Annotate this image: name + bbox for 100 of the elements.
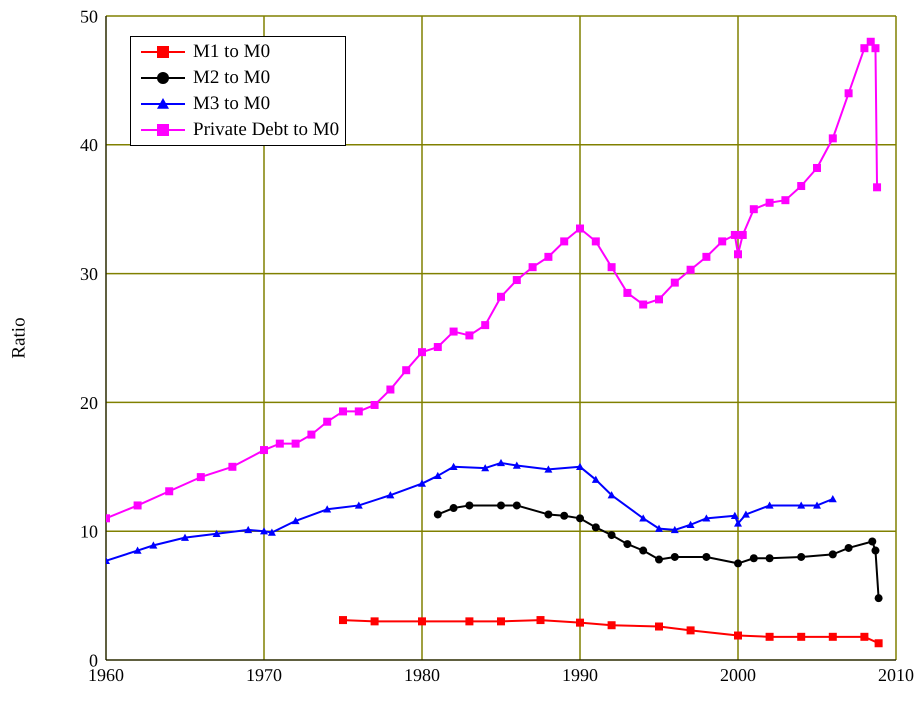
point [465, 617, 474, 626]
point [465, 501, 474, 510]
point [481, 464, 490, 472]
point [734, 632, 742, 640]
point [370, 400, 379, 409]
point [655, 622, 663, 631]
point [813, 164, 821, 172]
point [323, 505, 332, 513]
point [670, 552, 679, 561]
point [670, 278, 679, 287]
point [592, 476, 600, 483]
point [339, 407, 347, 416]
legend-label: M3 to M0 [193, 93, 270, 115]
point [149, 541, 158, 549]
point [655, 556, 663, 564]
point [497, 292, 505, 301]
point [655, 524, 663, 532]
point [536, 616, 544, 624]
point [734, 559, 742, 568]
point [873, 183, 882, 192]
point [434, 472, 442, 480]
point [797, 182, 806, 190]
point [813, 501, 821, 509]
point [450, 328, 458, 336]
point [576, 514, 584, 522]
point [276, 440, 284, 448]
point [512, 501, 521, 510]
point [781, 196, 790, 204]
point [544, 465, 552, 473]
point [844, 89, 853, 98]
y-tick-label: 10 [80, 522, 98, 542]
point [434, 343, 442, 352]
point [608, 531, 616, 540]
point [702, 552, 710, 561]
point [866, 38, 875, 46]
point [370, 617, 379, 626]
point [750, 205, 758, 214]
point [576, 462, 584, 470]
point [465, 331, 474, 340]
point [871, 44, 880, 52]
point [268, 528, 276, 536]
point [544, 510, 552, 518]
point [307, 430, 316, 439]
x-tick-label: 1980 [404, 664, 440, 685]
point [702, 514, 710, 522]
point [742, 510, 750, 518]
point [576, 618, 584, 627]
point [592, 237, 600, 246]
point [608, 263, 616, 272]
point [608, 621, 616, 630]
x-tick-label: 1990 [562, 664, 598, 685]
point [766, 554, 774, 562]
point [481, 321, 490, 330]
point [244, 526, 252, 534]
x-tick-label: 2010 [878, 664, 914, 685]
point [738, 230, 747, 239]
point [797, 501, 806, 509]
point [450, 504, 458, 512]
point [260, 446, 268, 454]
point [639, 514, 648, 522]
legend-label: M1 to M0 [193, 41, 270, 63]
y-tick-label: 30 [80, 264, 98, 284]
point [734, 519, 742, 527]
y-tick-label: 0 [89, 650, 98, 670]
point [260, 527, 268, 534]
point [386, 491, 394, 498]
point [196, 473, 205, 482]
point [702, 252, 710, 261]
point [686, 520, 695, 528]
point [730, 512, 739, 519]
point [134, 501, 142, 510]
x-tick-label: 2000 [720, 664, 756, 685]
x-tick-label: 1970 [246, 664, 282, 685]
point [497, 617, 505, 626]
point [766, 501, 774, 509]
legend-label: M2 to M0 [193, 67, 270, 89]
y-tick-label: 50 [80, 6, 98, 26]
point [871, 546, 880, 555]
point [418, 348, 426, 356]
point [874, 594, 883, 602]
point [639, 300, 648, 309]
point [766, 198, 774, 207]
point [576, 224, 584, 233]
point [623, 540, 632, 548]
point [797, 552, 806, 561]
y-tick-label: 20 [80, 392, 98, 413]
point [165, 487, 174, 496]
point [730, 230, 739, 239]
legend-label: Private Debt to M0 [193, 119, 340, 141]
point [354, 501, 363, 509]
point [868, 538, 876, 546]
point [670, 526, 679, 534]
point [339, 616, 347, 624]
point [292, 516, 300, 524]
point [766, 632, 774, 641]
point [686, 266, 695, 274]
point [292, 440, 300, 448]
point [544, 252, 552, 261]
y-axis-title: Ratio [8, 317, 30, 359]
point [181, 534, 189, 541]
